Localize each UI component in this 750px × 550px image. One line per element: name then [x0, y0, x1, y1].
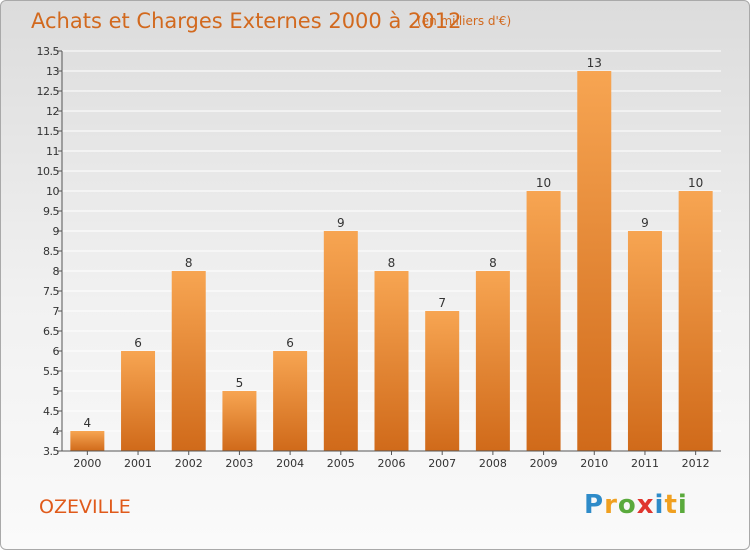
proxiti-logo: Proxiti: [584, 490, 688, 520]
x-tick-label: 2005: [327, 457, 355, 470]
y-tick-label: 7: [53, 305, 60, 318]
bar: [425, 311, 460, 451]
y-tick-label: 9.5: [43, 205, 59, 218]
x-tick-label: 2002: [175, 457, 203, 470]
data-label: 7: [438, 296, 446, 310]
x-tick-label: 2008: [479, 457, 507, 470]
y-tick-label: 6.5: [43, 325, 59, 338]
y-tick-label: 3.5: [43, 445, 59, 458]
x-tick-label: 2012: [682, 457, 710, 470]
bar: [678, 191, 713, 451]
data-label: 5: [236, 376, 244, 390]
y-tick-label: 10.5: [37, 165, 60, 178]
data-label: 10: [536, 176, 551, 190]
data-label: 6: [134, 336, 142, 350]
logo-letter: i: [654, 490, 665, 520]
x-tick-label: 2007: [428, 457, 456, 470]
bar: [121, 351, 156, 451]
data-label: 13: [587, 56, 602, 70]
y-tick-label: 13.5: [37, 45, 60, 58]
x-tick-label: 2000: [73, 457, 101, 470]
x-tick-label: 2009: [530, 457, 558, 470]
bar: [222, 391, 257, 451]
y-tick-label: 4.5: [43, 405, 59, 418]
data-label: 6: [286, 336, 294, 350]
bar: [374, 271, 409, 451]
logo-letter: o: [617, 490, 637, 520]
data-label: 8: [185, 256, 193, 270]
bar: [171, 271, 206, 451]
y-tick-label: 4: [53, 425, 60, 438]
bar: [627, 231, 662, 451]
y-tick-label: 8: [53, 265, 60, 278]
commune-name: OZEVILLE: [39, 496, 131, 518]
data-label: 9: [641, 216, 649, 230]
bar: [526, 191, 561, 451]
logo-letter: x: [636, 490, 655, 520]
y-tick-label: 5: [53, 385, 60, 398]
axes: 3.5 4 4.5 5 5.5 6 6.5 7 7.5 8 8.5 9 9.5 10 10.5 11 11.5 1…: [37, 45, 721, 470]
x-tick-label: 2011: [631, 457, 659, 470]
x-tick-label: 2010: [580, 457, 608, 470]
bar: [475, 271, 510, 451]
bar: [577, 71, 612, 451]
logo-letter: t: [664, 490, 678, 520]
data-labels: 4 6 8 5 6 9 8 7 8 10 13 9 10: [84, 56, 704, 430]
data-label: 4: [84, 416, 92, 430]
data-label: 10: [688, 176, 703, 190]
logo-letter: r: [604, 490, 618, 520]
y-tick-label: 7.5: [43, 285, 59, 298]
logo-letter: i: [677, 490, 688, 520]
y-tick-label: 5.5: [43, 365, 59, 378]
bar: [70, 431, 105, 451]
y-tick-label: 12.5: [37, 85, 60, 98]
data-label: 9: [337, 216, 345, 230]
data-label: 8: [388, 256, 396, 270]
bar: [323, 231, 358, 451]
logo-letter: P: [584, 490, 605, 520]
y-tick-label: 10: [46, 185, 59, 198]
bar: [273, 351, 308, 451]
y-tick-label: 12: [46, 105, 59, 118]
x-tick-label: 2004: [276, 457, 304, 470]
chart-subtitle: (en milliers d'€): [417, 14, 512, 28]
bars: [70, 71, 713, 451]
chart-title: Achats et Charges Externes 2000 à 2012: [31, 9, 462, 33]
x-tick-label: 2001: [124, 457, 152, 470]
y-tick-label: 9: [53, 225, 60, 238]
x-tick-label: 2006: [378, 457, 406, 470]
y-tick-label: 11: [46, 145, 59, 158]
y-tick-label: 6: [53, 345, 60, 358]
y-tick-label: 13: [46, 65, 59, 78]
y-tick-label: 11.5: [37, 125, 60, 138]
data-label: 8: [489, 256, 497, 270]
y-tick-label: 8.5: [43, 245, 59, 258]
x-tick-label: 2003: [225, 457, 253, 470]
